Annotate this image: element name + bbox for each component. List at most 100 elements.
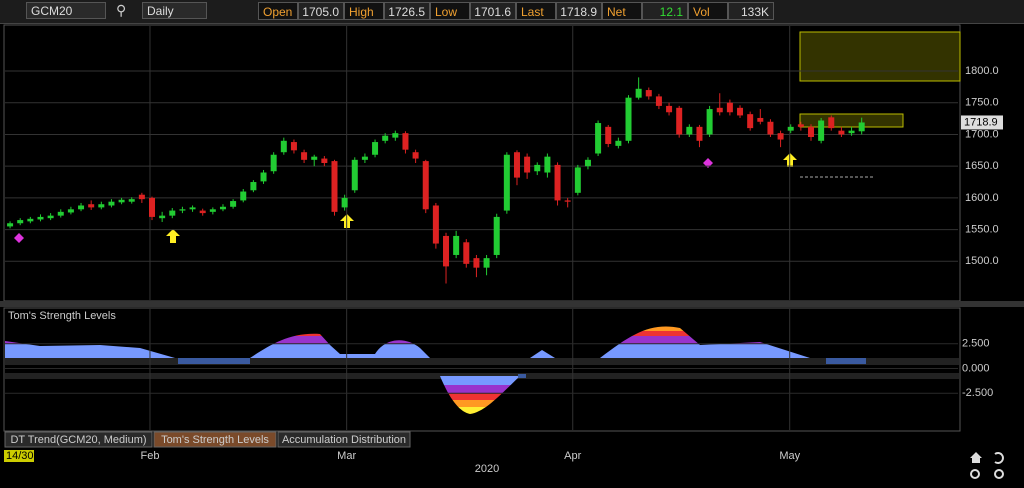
- candle-body: [361, 156, 368, 160]
- tab[interactable]: [4, 431, 153, 448]
- tab[interactable]: [277, 431, 411, 448]
- candle-body: [747, 114, 754, 129]
- candle-body: [706, 109, 713, 135]
- candle-body: [818, 120, 825, 141]
- candle-body: [757, 117, 764, 122]
- candle-body: [564, 200, 571, 202]
- field-value: 1718.9: [556, 2, 602, 20]
- field-value: 12.1: [642, 2, 688, 20]
- candle-body: [655, 96, 662, 106]
- candle-body: [787, 126, 794, 131]
- candle-body: [98, 204, 105, 208]
- x-tick-label: Mar: [337, 450, 356, 462]
- x-tick-label: May: [779, 450, 800, 462]
- candle-body: [737, 107, 744, 116]
- x-tick-label: Apr: [564, 450, 581, 462]
- candle-body: [443, 235, 450, 267]
- last-price-tag: [961, 115, 1003, 130]
- strength-areas: [5, 326, 959, 414]
- y-tick-label: 1650.0: [965, 160, 999, 172]
- candle-body: [503, 154, 510, 211]
- candle-body: [513, 152, 520, 178]
- home-icon[interactable]: [970, 452, 982, 463]
- y-tick-label: 1750.0: [965, 97, 999, 109]
- candle-body: [666, 105, 673, 113]
- candle-body: [78, 205, 85, 210]
- candle-body: [372, 142, 379, 155]
- candle-body: [382, 135, 389, 141]
- tab[interactable]: [153, 431, 277, 448]
- band: [5, 358, 959, 365]
- candle-body: [625, 97, 632, 141]
- candle-body: [767, 121, 774, 135]
- y-tick-label: 1700.0: [965, 128, 999, 140]
- candle-body: [412, 152, 419, 159]
- interval-box[interactable]: Daily: [142, 2, 207, 19]
- candle-body: [17, 220, 24, 224]
- candle-body: [108, 201, 115, 206]
- candle-body: [848, 130, 855, 134]
- field-label: High: [344, 2, 384, 20]
- field-value: 1726.5: [384, 2, 430, 20]
- nav-icons: [970, 452, 1004, 479]
- candle-body: [138, 194, 145, 200]
- date-marker-bg: [4, 450, 34, 462]
- candle-body: [858, 122, 865, 132]
- candle-body: [584, 159, 591, 167]
- candle-body: [47, 215, 54, 219]
- candle-body: [290, 142, 297, 151]
- candle-body: [321, 158, 328, 163]
- candle-body: [777, 133, 784, 140]
- positive-area: [5, 326, 810, 358]
- candle-body: [250, 182, 257, 191]
- y-tick-label: 1550.0: [965, 224, 999, 236]
- zoom-in-icon[interactable]: [970, 469, 980, 479]
- candle-body: [331, 161, 338, 212]
- zoom-out-icon[interactable]: [994, 469, 1004, 479]
- candle-body: [219, 206, 226, 210]
- candle-body: [726, 102, 733, 113]
- candle-body: [128, 199, 135, 202]
- field-label: Net: [602, 2, 642, 20]
- field-label: Open: [258, 2, 298, 20]
- candle-body: [797, 124, 804, 127]
- candle-body: [473, 258, 480, 268]
- candle-body: [189, 207, 196, 210]
- candle-body: [432, 205, 439, 244]
- candle-body: [392, 133, 399, 138]
- candle-body: [453, 235, 460, 255]
- bar: [826, 358, 866, 364]
- candle-body: [88, 204, 95, 208]
- candle-body: [422, 161, 429, 210]
- candle-body: [483, 258, 490, 268]
- candle-body: [27, 218, 34, 222]
- date-marker: 14/30: [6, 450, 34, 462]
- y-tick-label: 0.000: [962, 362, 990, 374]
- field-label: Low: [430, 2, 470, 20]
- undo-icon[interactable]: [994, 452, 1004, 464]
- candle-body: [402, 133, 409, 150]
- candle-body: [118, 199, 125, 203]
- candle-body: [807, 126, 814, 137]
- candle-body: [270, 154, 277, 172]
- candle-body: [57, 211, 64, 216]
- candle-body: [260, 172, 267, 182]
- candle-body: [351, 159, 358, 191]
- x-tick-label: Feb: [140, 450, 159, 462]
- candle-body: [280, 140, 287, 153]
- field-label: Last: [516, 2, 556, 20]
- symbol-box[interactable]: GCM20: [26, 2, 106, 19]
- y-tick-label: 2.500: [962, 338, 990, 350]
- candle-body: [301, 152, 308, 160]
- candle-body: [605, 126, 612, 144]
- price-zone: [799, 113, 904, 128]
- negative-area: [440, 376, 520, 414]
- candle-body: [67, 209, 74, 213]
- indicator-pane: [3, 307, 961, 432]
- search-icon[interactable]: ⚲: [116, 2, 127, 18]
- bar: [178, 358, 250, 364]
- field-value: 1705.0: [298, 2, 344, 20]
- candle-body: [149, 197, 156, 217]
- candle-body: [615, 140, 622, 146]
